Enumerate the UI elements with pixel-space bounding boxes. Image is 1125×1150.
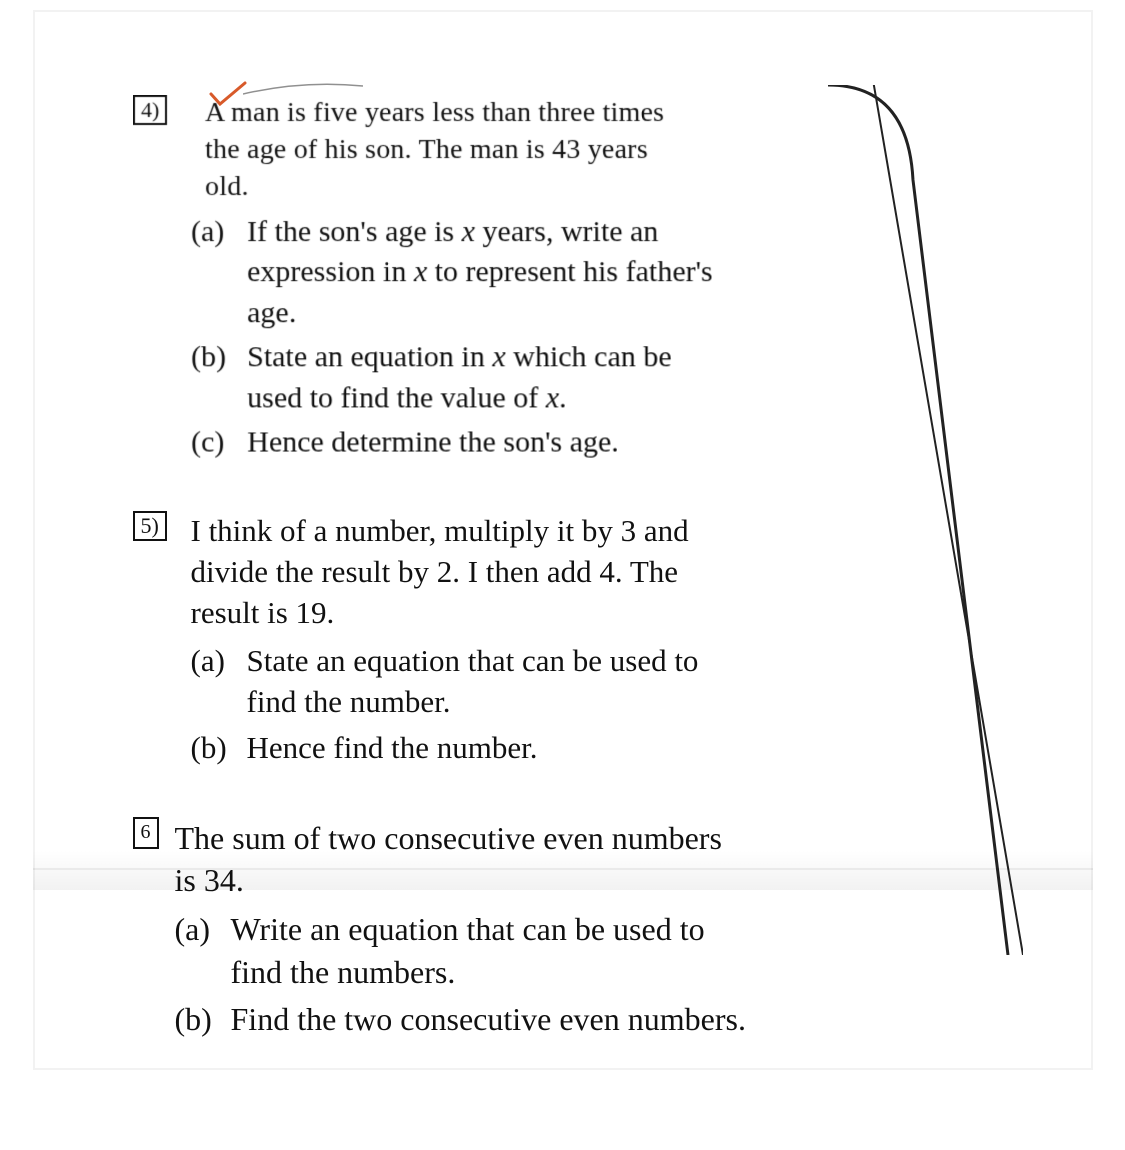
q5-line1: I think of a number, multiply it by 3 an… bbox=[191, 513, 689, 548]
q5-line3: result is 19. bbox=[191, 595, 335, 630]
q4-part-b: (b) State an equation in x which can be … bbox=[191, 338, 1004, 419]
q4-a-text: If the son's age is x years, write an ex… bbox=[247, 212, 1004, 334]
x-icon: x bbox=[413, 255, 426, 288]
q5-a-l2: find the number. bbox=[247, 684, 451, 719]
q6-a-l1: Write an equation that can be used to bbox=[231, 911, 705, 947]
x-icon: x bbox=[461, 215, 474, 248]
q4-b-l2b: . bbox=[559, 381, 567, 414]
q4-part-a: (a) If the son's age is x years, write a… bbox=[191, 212, 1004, 334]
x-icon: x bbox=[545, 381, 558, 414]
q4-a-label: (a) bbox=[191, 212, 247, 334]
q6-part-a: (a) Write an equation that can be used t… bbox=[175, 908, 1003, 994]
q5-a-l1: State an equation that can be used to bbox=[247, 643, 699, 678]
q4-a-l3: age. bbox=[247, 296, 296, 329]
q5-a-text: State an equation that can be used to fi… bbox=[247, 640, 1003, 724]
q6-b-l1: Find the two consecutive even numbers. bbox=[231, 1001, 746, 1037]
q5-part-a: (a) State an equation that can be used t… bbox=[191, 640, 1003, 724]
q4-b-l2: used to find the value of bbox=[247, 381, 546, 414]
question-5: 5) I think of a number, multiply it by 3… bbox=[133, 511, 1003, 769]
q6-b-text: Find the two consecutive even numbers. bbox=[231, 998, 1003, 1041]
q4-a-l2: expression in bbox=[247, 255, 414, 288]
page-sheet: 4) A man is five years less than three t… bbox=[33, 10, 1093, 1070]
content-area: 4) A man is five years less than three t… bbox=[133, 95, 1003, 1089]
q6-part-b: (b) Find the two consecutive even number… bbox=[175, 998, 1003, 1041]
q4-line3: old. bbox=[205, 171, 249, 202]
scan-edge-line bbox=[33, 868, 1093, 870]
q6-a-l2: find the numbers. bbox=[231, 954, 456, 990]
q4-b-label: (b) bbox=[191, 338, 247, 419]
q4-a-l1b: years, write an bbox=[475, 215, 658, 248]
question-6-parts: (a) Write an equation that can be used t… bbox=[175, 908, 1003, 1042]
q6-a-label: (a) bbox=[175, 908, 231, 994]
q4-line2: the age of his son. The man is 43 years bbox=[205, 134, 648, 165]
q4-c-label: (c) bbox=[191, 423, 247, 464]
q4-b-l1b: which can be bbox=[505, 341, 671, 374]
q6-line1: The sum of two consecutive even numbers bbox=[175, 820, 722, 856]
q6-a-text: Write an equation that can be used to fi… bbox=[231, 908, 1003, 994]
question-6-stem: The sum of two consecutive even numbers … bbox=[175, 817, 1003, 901]
question-4-number: 4) bbox=[133, 95, 167, 125]
q4-b-text: State an equation in x which can be used… bbox=[247, 338, 1004, 419]
q5-line2: divide the result by 2. I then add 4. Th… bbox=[191, 554, 679, 589]
question-5-parts: (a) State an equation that can be used t… bbox=[191, 640, 1003, 770]
q4-c-text: Hence determine the son's age. bbox=[247, 423, 1004, 464]
q4-a-l2b: to represent his father's bbox=[427, 255, 713, 288]
question-4-stem: A man is five years less than three time… bbox=[205, 95, 1003, 206]
x-icon: x bbox=[492, 341, 505, 374]
q5-a-label: (a) bbox=[191, 640, 247, 724]
question-4-parts: (a) If the son's age is x years, write a… bbox=[191, 212, 1004, 464]
q5-part-b: (b) Hence find the number. bbox=[191, 727, 1003, 769]
q5-b-label: (b) bbox=[191, 727, 247, 769]
q6-b-label: (b) bbox=[175, 998, 231, 1041]
q5-b-l1: Hence find the number. bbox=[247, 730, 538, 765]
question-4: 4) A man is five years less than three t… bbox=[133, 95, 1004, 463]
q4-c-l1: Hence determine the son's age. bbox=[247, 426, 619, 459]
q4-a-l1: If the son's age is bbox=[247, 215, 462, 248]
question-6-number: 6 bbox=[133, 817, 159, 849]
question-5-number: 5) bbox=[133, 511, 167, 541]
q4-line1: A man is five years less than three time… bbox=[205, 97, 664, 128]
q4-b-l1: State an equation in bbox=[247, 341, 492, 374]
q5-b-text: Hence find the number. bbox=[247, 727, 1003, 769]
question-6: 6 The sum of two consecutive even number… bbox=[133, 817, 1003, 1041]
q4-part-c: (c) Hence determine the son's age. bbox=[191, 423, 1004, 464]
question-5-stem: I think of a number, multiply it by 3 an… bbox=[191, 511, 1003, 634]
